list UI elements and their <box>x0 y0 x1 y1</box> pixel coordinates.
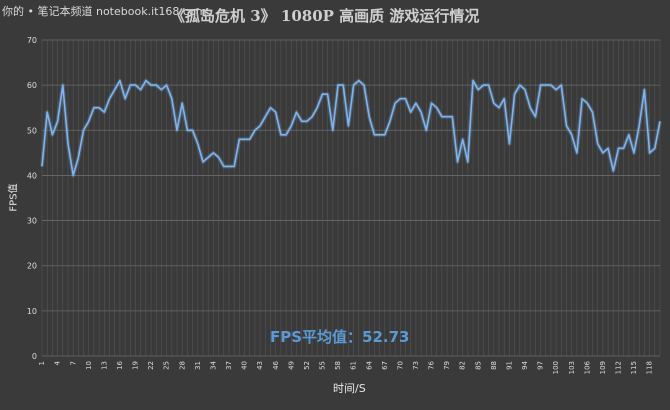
x-tick-label: 109 <box>599 361 607 374</box>
fps-average-annotation: FPS平均值：52.73 <box>270 328 410 346</box>
y-tick-label: 10 <box>27 307 37 316</box>
x-axis-label: 时间/S <box>333 382 366 395</box>
x-tick-label: 40 <box>241 361 249 370</box>
y-tick-label: 60 <box>27 81 37 90</box>
x-tick-label: 28 <box>178 361 186 370</box>
x-tick-label: 4 <box>54 360 62 365</box>
x-tick-label: 100 <box>552 361 560 374</box>
watermark: 你的 • 笔记本频道 notebook.it168.com <box>2 5 207 18</box>
x-tick-label: 91 <box>505 361 513 370</box>
x-tick-label: 58 <box>334 361 342 370</box>
x-tick-label: 43 <box>256 361 264 370</box>
x-tick-label: 97 <box>537 361 545 370</box>
y-tick-label: 0 <box>32 352 37 361</box>
x-tick-label: 70 <box>396 361 404 370</box>
x-tick-label: 52 <box>303 361 311 370</box>
x-tick-label: 106 <box>583 360 591 374</box>
y-tick-label: 30 <box>27 217 37 226</box>
x-tick-label: 115 <box>630 361 638 374</box>
x-tick-label: 118 <box>646 361 654 374</box>
y-tick-label: 20 <box>27 262 37 271</box>
x-tick-label: 37 <box>225 361 233 370</box>
y-axis-label: FPS值 <box>8 183 20 212</box>
x-tick-label: 1 <box>38 361 46 365</box>
x-tick-label: 76 <box>428 360 436 369</box>
x-tick-label: 49 <box>287 361 295 370</box>
x-tick-label: 10 <box>85 361 93 370</box>
y-tick-label: 70 <box>27 36 37 45</box>
x-tick-label: 85 <box>474 361 482 370</box>
x-tick-label: 103 <box>568 361 576 374</box>
x-tick-label: 82 <box>459 361 467 370</box>
chart-title: 《孤岛危机 3》 1080P 高画质 游戏运行情况 <box>170 7 480 25</box>
x-tick-label: 34 <box>209 360 217 369</box>
x-tick-label: 19 <box>132 361 140 370</box>
x-tick-label: 55 <box>319 361 327 370</box>
x-tick-label: 25 <box>163 361 171 370</box>
x-tick-label: 112 <box>615 361 623 374</box>
x-tick-label: 7 <box>69 361 77 365</box>
fps-series-line <box>41 79 661 177</box>
x-tick-label: 22 <box>147 361 155 370</box>
x-tick-label: 94 <box>521 360 529 369</box>
x-tick-label: 16 <box>116 360 124 369</box>
x-tick-label: 46 <box>272 360 280 369</box>
y-tick-label: 50 <box>27 126 37 135</box>
x-tick-label: 88 <box>490 361 498 370</box>
x-tick-label: 64 <box>365 360 373 369</box>
x-tick-label: 13 <box>100 361 108 370</box>
x-tick-label: 79 <box>443 361 451 370</box>
x-tick-label: 61 <box>350 361 358 370</box>
y-tick-label: 40 <box>27 171 37 180</box>
x-tick-label: 73 <box>412 361 420 370</box>
x-tick-label: 67 <box>381 361 389 370</box>
x-tick-label: 31 <box>194 361 202 370</box>
